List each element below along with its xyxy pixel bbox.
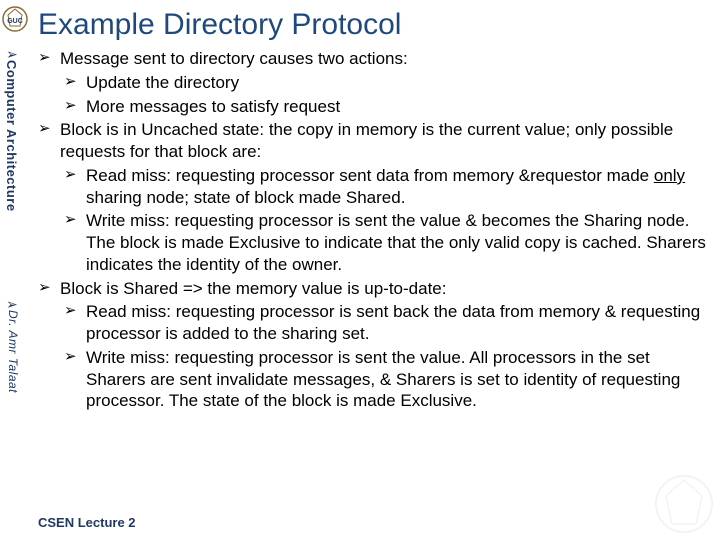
footer-text: CSEN Lecture 2 <box>38 515 136 530</box>
slide-body: Message sent to directory causes two act… <box>38 48 706 414</box>
watermark-logo-icon <box>654 474 714 534</box>
bullet-l1: Block is in Uncached state: the copy in … <box>38 119 706 163</box>
svg-text:GUC: GUC <box>7 18 23 25</box>
bullet-text: Write miss: requesting processor is sent… <box>86 211 706 274</box>
slide: Example Directory Protocol GUC ➢ Compute… <box>0 0 720 540</box>
rail-label-author: Dr. Amr Talaat <box>6 310 20 393</box>
left-rail: GUC ➢ Computer Architecture ➢ Dr. Amr Ta… <box>0 0 30 540</box>
bullet-l2: Read miss: requesting processor sent dat… <box>38 165 706 209</box>
bullet-text-post: sharing node; state of block made Shared… <box>86 188 405 207</box>
page-title: Example Directory Protocol <box>38 8 401 42</box>
bullet-text-underline: only <box>654 166 685 185</box>
bullet-l2: Read miss: requesting processor is sent … <box>38 301 706 345</box>
bullet-l2: Update the directory <box>38 72 706 94</box>
bullet-text: Message sent to directory causes two act… <box>60 49 408 68</box>
bullet-l2: Write miss: requesting processor is sent… <box>38 210 706 275</box>
bullet-text: Block is Shared => the memory value is u… <box>60 279 446 298</box>
bullet-text: Write miss: requesting processor is sent… <box>86 348 680 411</box>
rail-label-course: Computer Architecture <box>4 60 19 212</box>
bullet-text: Update the directory <box>86 73 239 92</box>
bullet-text: More messages to satisfy request <box>86 97 340 116</box>
bullet-l1: Message sent to directory causes two act… <box>38 48 706 70</box>
bullet-text: Read miss: requesting processor is sent … <box>86 302 700 343</box>
bullet-text: Block is in Uncached state: the copy in … <box>60 120 673 161</box>
guc-logo-icon: GUC <box>2 6 28 32</box>
bullet-l2: Write miss: requesting processor is sent… <box>38 347 706 412</box>
bullet-l1: Block is Shared => the memory value is u… <box>38 278 706 300</box>
bullet-l2: More messages to satisfy request <box>38 96 706 118</box>
bullet-text-pre: Read miss: requesting processor sent dat… <box>86 166 654 185</box>
